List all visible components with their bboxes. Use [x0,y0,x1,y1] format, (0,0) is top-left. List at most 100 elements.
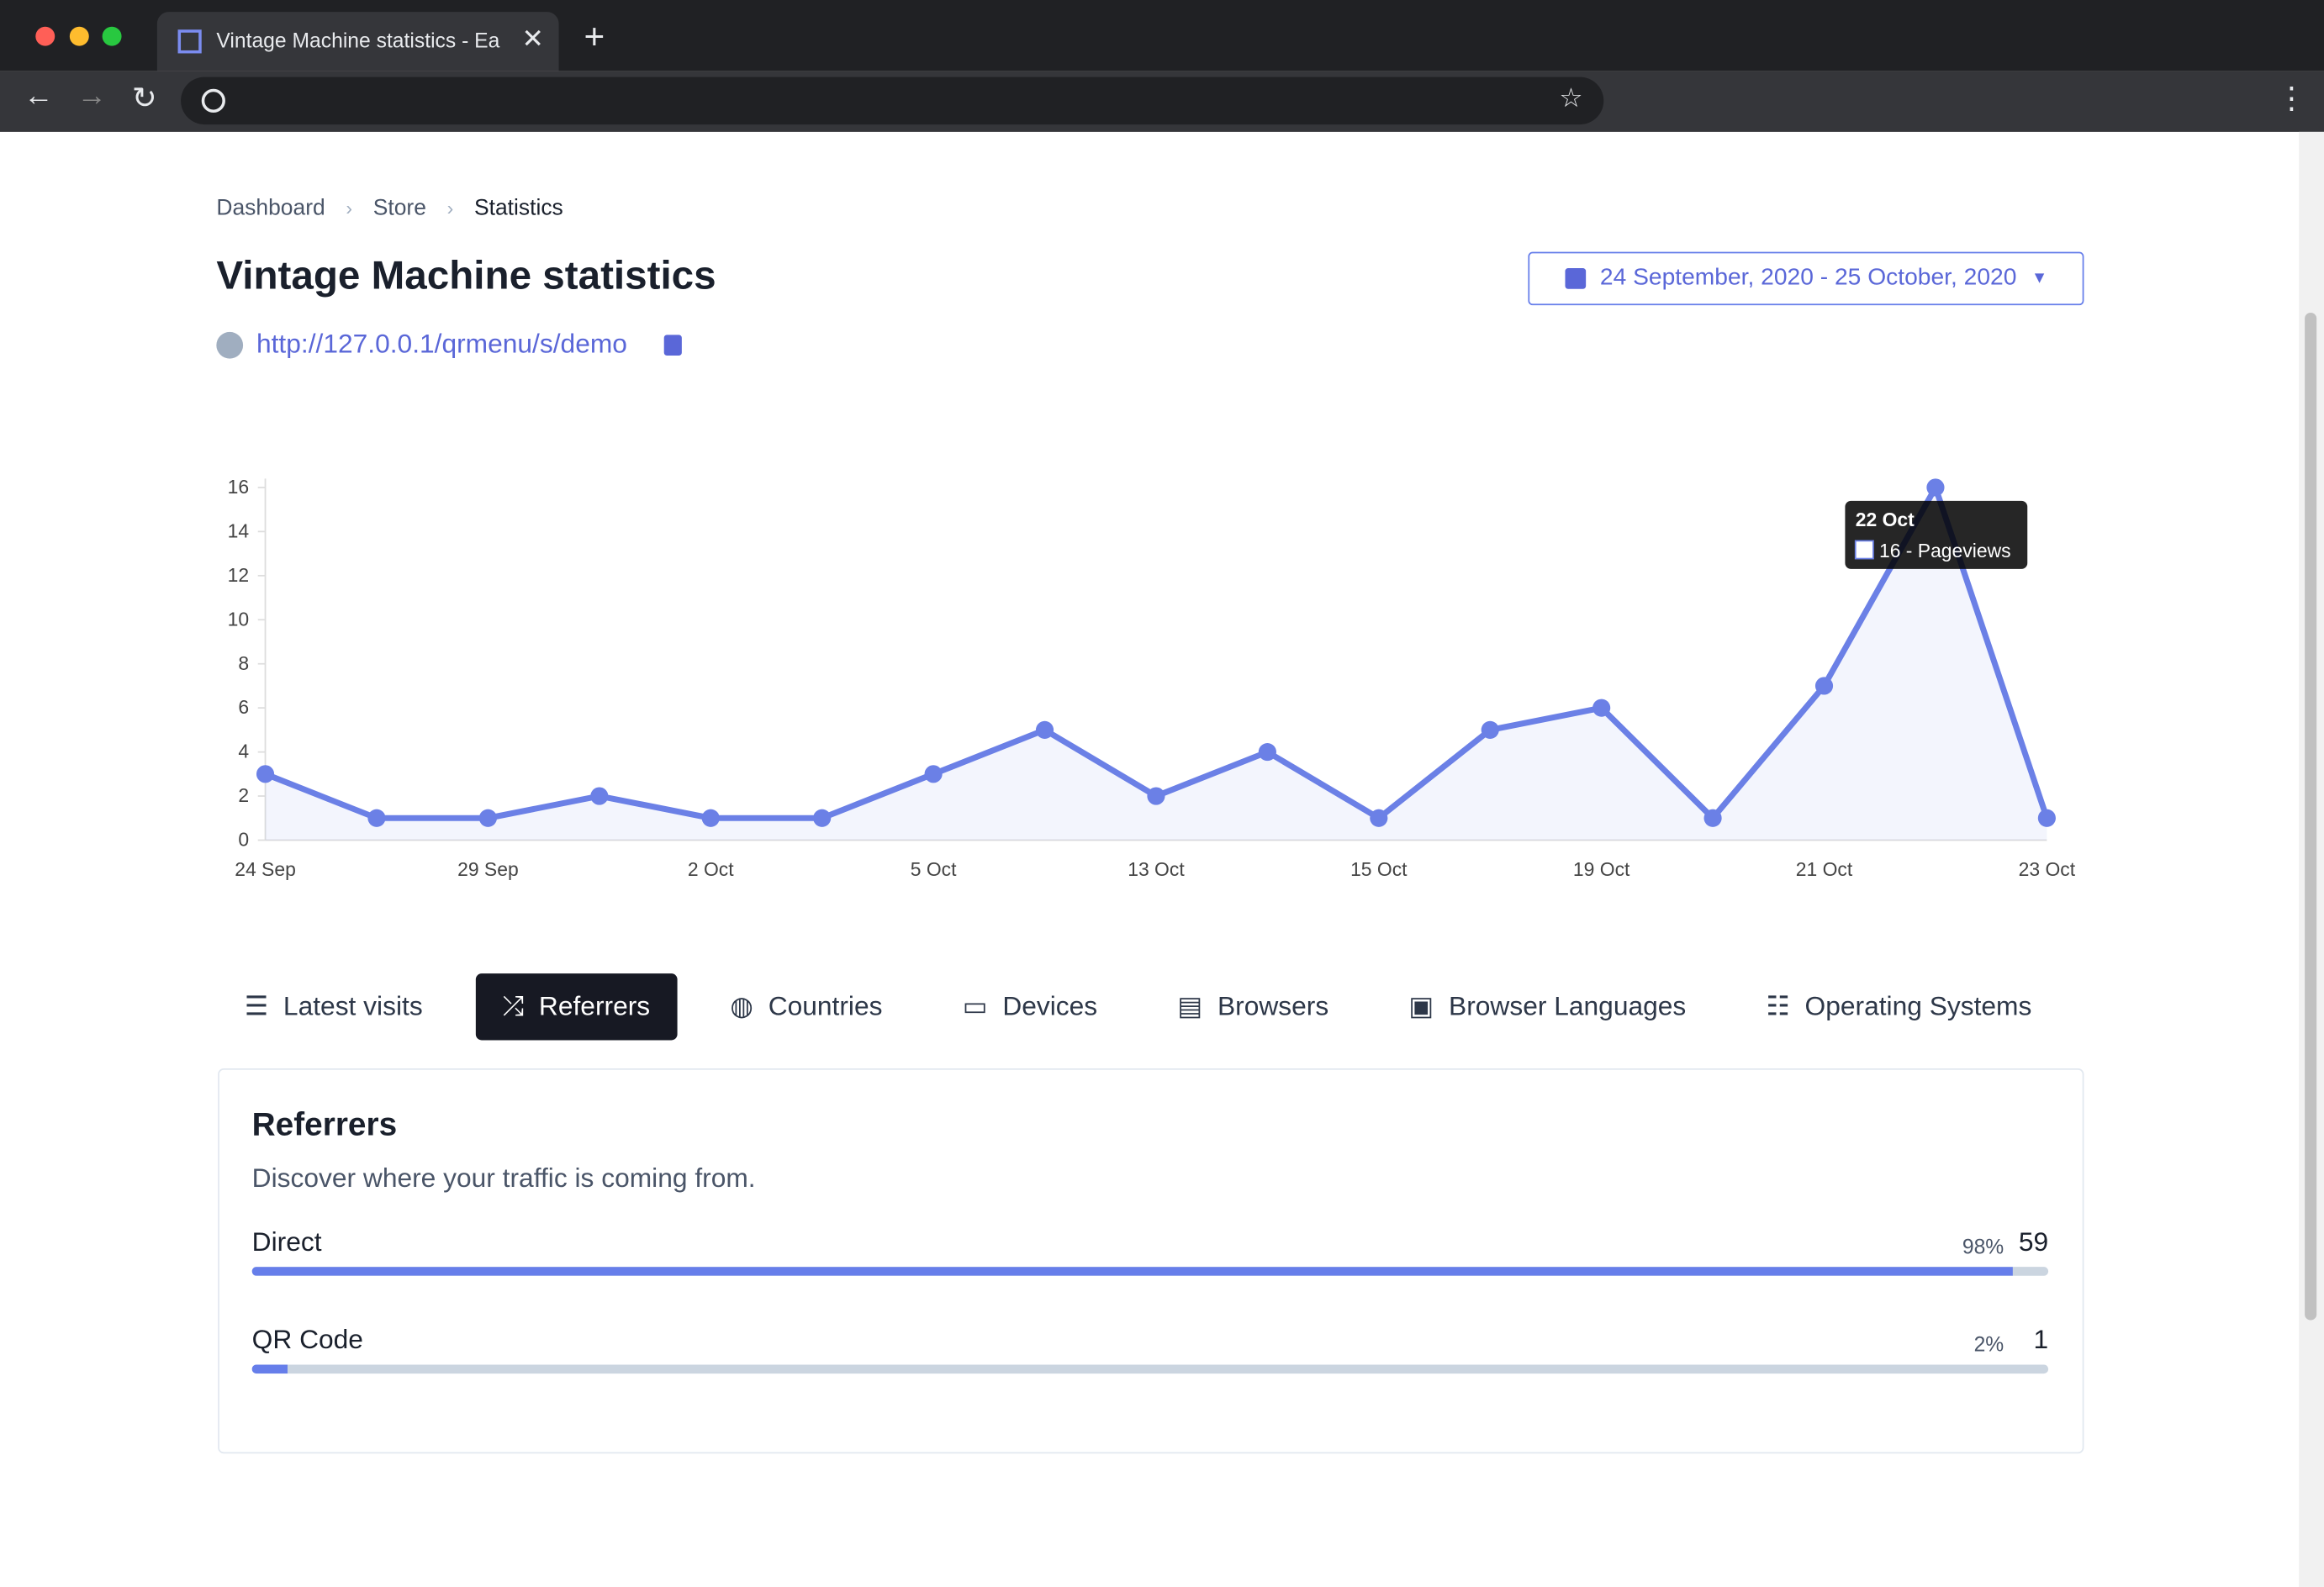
back[interactable]: ← [24,80,54,113]
point [1035,720,1054,739]
store-url[interactable]: http://127.0.0.1/qrmenu/s/demo [256,329,627,359]
referrers-panel: Referrers Discover where your traffic is… [218,1068,2084,1454]
point [701,809,720,827]
point [1481,720,1499,739]
x-tick-label: 2 Oct [688,858,734,880]
breadcrumb[interactable]: Store [372,195,426,221]
tab-title: Vintage Machine statistics - Ea [216,28,500,52]
breadcrumb[interactable]: Dashboard [216,195,325,221]
bookmark[interactable]: ☆ [1559,82,1583,113]
y-tick-label: 8 [238,652,249,674]
tab[interactable]: ◍ Countries [730,991,883,1021]
tab[interactable]: ⤮ Referrers [476,973,677,1041]
x-tick-label: 15 Oct [1350,858,1408,880]
y-tick-label: 12 [228,564,249,586]
x-tick-label: 19 Oct [1573,858,1630,880]
tooltip [1845,500,2028,569]
tab[interactable]: ▣ Browser Languages [1408,991,1687,1021]
y-tick-label: 6 [238,696,249,718]
tab-label: Browsers [1217,991,1329,1021]
scrollbar [2299,131,2324,1587]
copy-button[interactable] [663,335,682,356]
point [924,765,943,783]
x-tick-label: 13 Oct [1128,858,1185,880]
progress-track [251,1364,2049,1374]
point [590,787,609,805]
favicon [177,29,202,54]
tab-close[interactable]: ✕ [521,24,545,54]
browser-tab[interactable]: Vintage Machine statistics - Ea ✕ [156,12,559,71]
point [256,765,275,783]
close-window[interactable] [35,26,55,46]
x-tick-label: 5 Oct [911,858,957,880]
referrer-name: QR Code [251,1324,363,1355]
tooltip-label: 16 - Pageviews [1879,540,2011,562]
breadcrumbs: Dashboard › Store › Statistics [216,195,563,221]
point [1592,699,1611,717]
tab-label: Devices [1002,991,1098,1021]
point [2037,809,2056,827]
tab[interactable]: ☰ Latest visits [244,991,423,1021]
tab-bar: Vintage Machine statistics - Ea ✕ + [0,0,2324,71]
page-title: Vintage Machine statistics [216,253,716,298]
minimize-window[interactable] [69,26,89,46]
new-tab[interactable]: + [584,18,605,58]
y-tick-label: 14 [228,519,250,541]
address-bar[interactable]: ☆ [181,76,1604,125]
tab-label: Latest visits [283,991,423,1021]
area [265,487,2047,841]
date-range: 24 September, 2020 - 25 October, 2020 [1599,265,2017,291]
info-icon [201,88,225,113]
scroll-thumb[interactable] [2305,312,2317,1321]
point [1258,743,1276,762]
point [1926,478,1945,497]
y-tick-label: 4 [238,741,249,762]
point [478,809,497,827]
x-tick-label: 23 Oct [2019,858,2076,880]
tab-label: Browser Languages [1449,991,1687,1021]
x-tick-label: 21 Oct [1796,858,1853,880]
tooltip-title: 22 Oct [1856,509,1915,530]
y-tick-label: 0 [238,829,249,851]
dropdown-caret: ▼ [2031,269,2048,287]
tab-label: Operating Systems [1804,991,2032,1021]
tab[interactable]: ☷ Operating Systems [1766,991,2032,1021]
tab[interactable]: ▭ Devices [962,991,1098,1021]
date-range-picker[interactable]: 24 September, 2020 - 25 October, 2020 ▼ [1528,251,2084,306]
y-tick-label: 16 [228,476,249,498]
reload[interactable]: ↻ [131,82,157,116]
panel-description: Discover where your traffic is coming fr… [251,1163,756,1194]
progress-bar [251,1364,288,1374]
panel-title: Referrers [251,1105,398,1143]
referrer-percent: 98% [1962,1234,2004,1258]
referrer-name: Direct [251,1226,322,1257]
x-tick-label: 24 Sep [235,858,296,880]
breadcrumb: Statistics [473,195,563,221]
referrer-percent: 2% [1973,1331,2004,1356]
y-tick-label: 10 [228,608,249,630]
link-icon [216,331,244,359]
tooltip-swatch [1854,540,1874,560]
referrer-row: Direct 98% 59 [251,1226,2049,1287]
forward[interactable]: → [77,80,107,113]
calendar-icon [1564,268,1586,289]
menu[interactable]: ⋮ [2276,82,2306,116]
referrer-row: QR Code 2% 1 [251,1324,2049,1384]
point [1703,809,1722,827]
progress-track [251,1267,2049,1276]
chart: 0 2 4 6 8 10 12 14 16 24 Sep 29 Sep 2 Oct 5 Oct 13 Oc… [228,476,2076,880]
x-tick-label: 29 Sep [457,858,519,880]
tabs: ☰ Latest visits ⤮ Referrers ◍ Countries ▭ De… [218,973,2058,1041]
point [367,809,386,827]
tab-label: Referrers [538,991,651,1021]
toolbar: ← → ↻ ☆ ⋮ [0,71,2324,132]
progress-bar [251,1267,2013,1276]
tab-label: Countries [768,991,883,1021]
point [1147,787,1165,805]
maximize-window[interactable] [102,26,122,46]
tab[interactable]: ▤ Browsers [1177,991,1329,1021]
y-tick-label: 2 [238,784,249,806]
point [1370,809,1388,827]
